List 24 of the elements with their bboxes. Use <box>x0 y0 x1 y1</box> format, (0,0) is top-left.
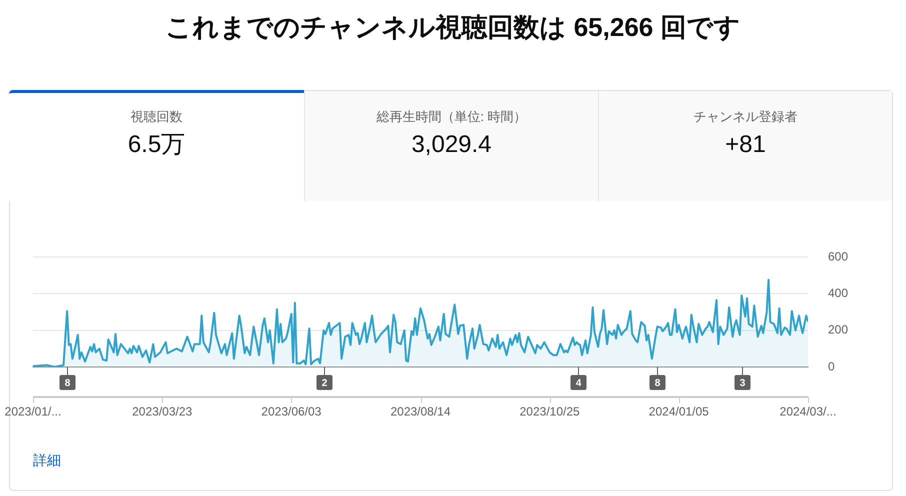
y-tick-label: 400 <box>828 286 848 300</box>
x-tick-label: 2023/08/14 <box>390 404 451 419</box>
y-tick-label: 200 <box>828 322 848 337</box>
x-tick-label: 2024/03/... <box>780 404 836 419</box>
x-tick-label: 2023/06/03 <box>261 404 322 419</box>
x-tick-label: 2023/01/... <box>4 404 62 419</box>
x-tick-label: 2023/10/25 <box>520 404 580 419</box>
text: これまでのチャンネル視聴回数は 65,266 回です <box>166 12 740 42</box>
x-tick-label: 2023/03/23 <box>132 404 193 419</box>
ref-line-label: 3 <box>740 378 746 389</box>
text: 総再生時間（単位: 時間） <box>376 109 527 124</box>
ref-line-label: 2 <box>322 378 328 389</box>
y-tick-label: 600 <box>828 249 848 264</box>
text: 3,029.4 <box>411 131 492 158</box>
text: チャンネル登録者 <box>694 109 798 124</box>
ref-line-label: 8 <box>64 378 71 389</box>
ref-line-label: 8 <box>654 378 661 389</box>
ref-line-label: 4 <box>576 378 582 389</box>
y-tick-label: 0 <box>828 359 835 374</box>
text: 詳細 <box>33 452 61 468</box>
text: +81 <box>725 131 766 158</box>
x-tick-label: 2024/01/05 <box>648 404 710 419</box>
text: 6.5万 <box>128 131 186 158</box>
text: 視聴回数 <box>130 109 182 124</box>
